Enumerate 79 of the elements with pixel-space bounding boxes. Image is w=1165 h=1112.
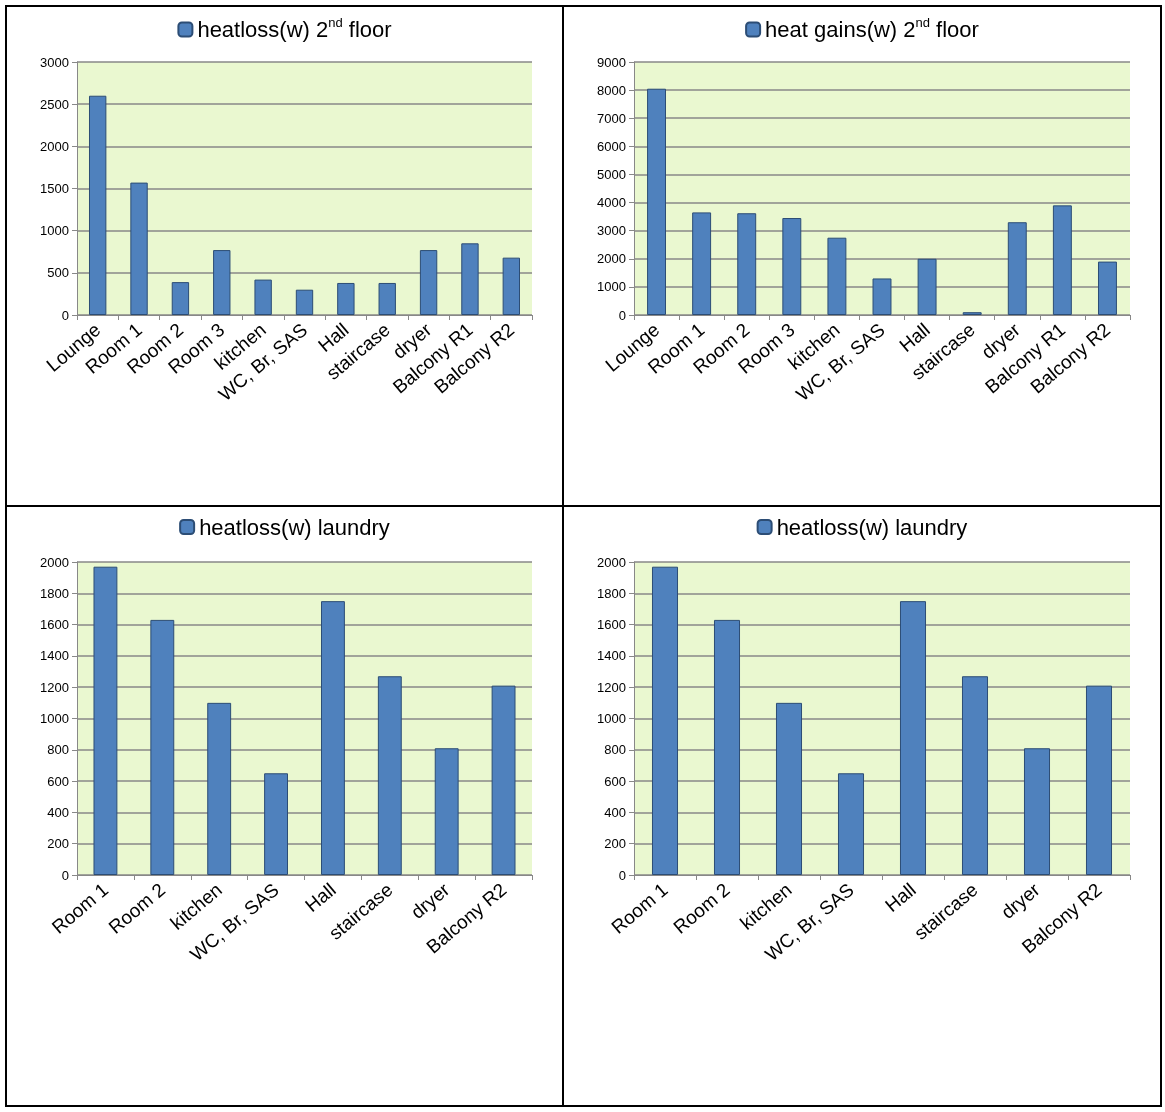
bar: [89, 95, 107, 315]
y-tick-label: 400: [604, 804, 626, 820]
y-tick-label: 1000: [40, 711, 69, 726]
y-tick-label: 5000: [597, 166, 626, 182]
y-tick-label: 7000: [597, 110, 626, 126]
y-tick-label: 1000: [597, 279, 626, 295]
bar: [737, 213, 757, 315]
bar: [713, 619, 741, 875]
bar: [419, 250, 438, 315]
y-tick-label: 0: [618, 307, 626, 323]
bar: [782, 218, 802, 315]
bar: [461, 243, 479, 315]
y-tick-label: 6000: [597, 138, 626, 154]
bar: [150, 619, 175, 875]
y-tick-label: 1600: [40, 617, 69, 633]
bar: [130, 182, 148, 315]
bar: [961, 676, 989, 875]
bar: [917, 258, 937, 315]
bar: [207, 702, 232, 875]
y-tick-label: 1000: [597, 711, 626, 726]
bar: [264, 773, 289, 875]
y-tick-label: 1400: [40, 648, 69, 664]
bar: [692, 212, 712, 315]
y-tick-label: 800: [604, 742, 626, 758]
x-tick-label: Hall: [881, 878, 920, 917]
bar: [295, 289, 314, 315]
y-tick-label: 2000: [597, 554, 626, 570]
y-tick-label: 0: [61, 307, 69, 323]
y-tick-label: 200: [604, 836, 626, 852]
y-tick-label: 1600: [597, 617, 626, 633]
bar: [775, 702, 803, 875]
bar: [434, 748, 459, 875]
y-tick-label: 800: [47, 742, 69, 758]
bar: [827, 237, 847, 315]
bar: [254, 279, 272, 315]
y-tick-label: 500: [47, 265, 69, 281]
y-tick-label: 1800: [40, 585, 69, 601]
bar: [320, 601, 345, 875]
y-tick-label: 1500: [40, 181, 69, 196]
y-tick-label: 9000: [597, 54, 626, 70]
bar: [1052, 205, 1072, 315]
y-tick-label: 3000: [597, 223, 626, 239]
bar: [337, 282, 355, 315]
y-tick-label: 0: [618, 867, 626, 883]
y-tick-label: 8000: [597, 82, 626, 98]
bar: [93, 566, 118, 875]
y-tick-label: 200: [47, 836, 69, 852]
bar: [1023, 748, 1051, 875]
bar: [378, 282, 396, 315]
bar: [899, 601, 927, 875]
bar: [1097, 261, 1117, 315]
bar: [1085, 685, 1113, 875]
y-tick-label: 1800: [597, 585, 626, 601]
bar: [213, 250, 231, 315]
legend-label: heatloss(w) laundry: [776, 514, 968, 540]
y-tick-label: 1400: [597, 648, 626, 664]
y-tick-label: 2000: [40, 138, 69, 154]
bar: [837, 773, 865, 875]
bar: [491, 685, 516, 875]
legend-label: heatloss(w) laundry: [199, 514, 390, 540]
y-tick-label: 2000: [597, 251, 626, 267]
bar: [1007, 222, 1027, 315]
bar: [647, 88, 667, 315]
bar: [377, 676, 402, 875]
y-tick-label: 1200: [597, 679, 626, 695]
y-tick-label: 600: [47, 773, 69, 789]
y-tick-label: 4000: [597, 195, 626, 211]
y-tick-label: 2000: [40, 554, 69, 570]
y-tick-label: 0: [61, 867, 69, 883]
bar: [171, 282, 190, 315]
y-tick-label: 2500: [40, 96, 69, 112]
y-tick-label: 1200: [40, 679, 69, 695]
bar: [651, 566, 679, 875]
y-tick-label: 400: [47, 804, 69, 820]
y-tick-label: 1000: [40, 223, 69, 239]
y-tick-label: 3000: [40, 54, 69, 70]
bar: [872, 278, 892, 315]
bar: [502, 257, 520, 315]
y-tick-label: 600: [604, 773, 626, 789]
